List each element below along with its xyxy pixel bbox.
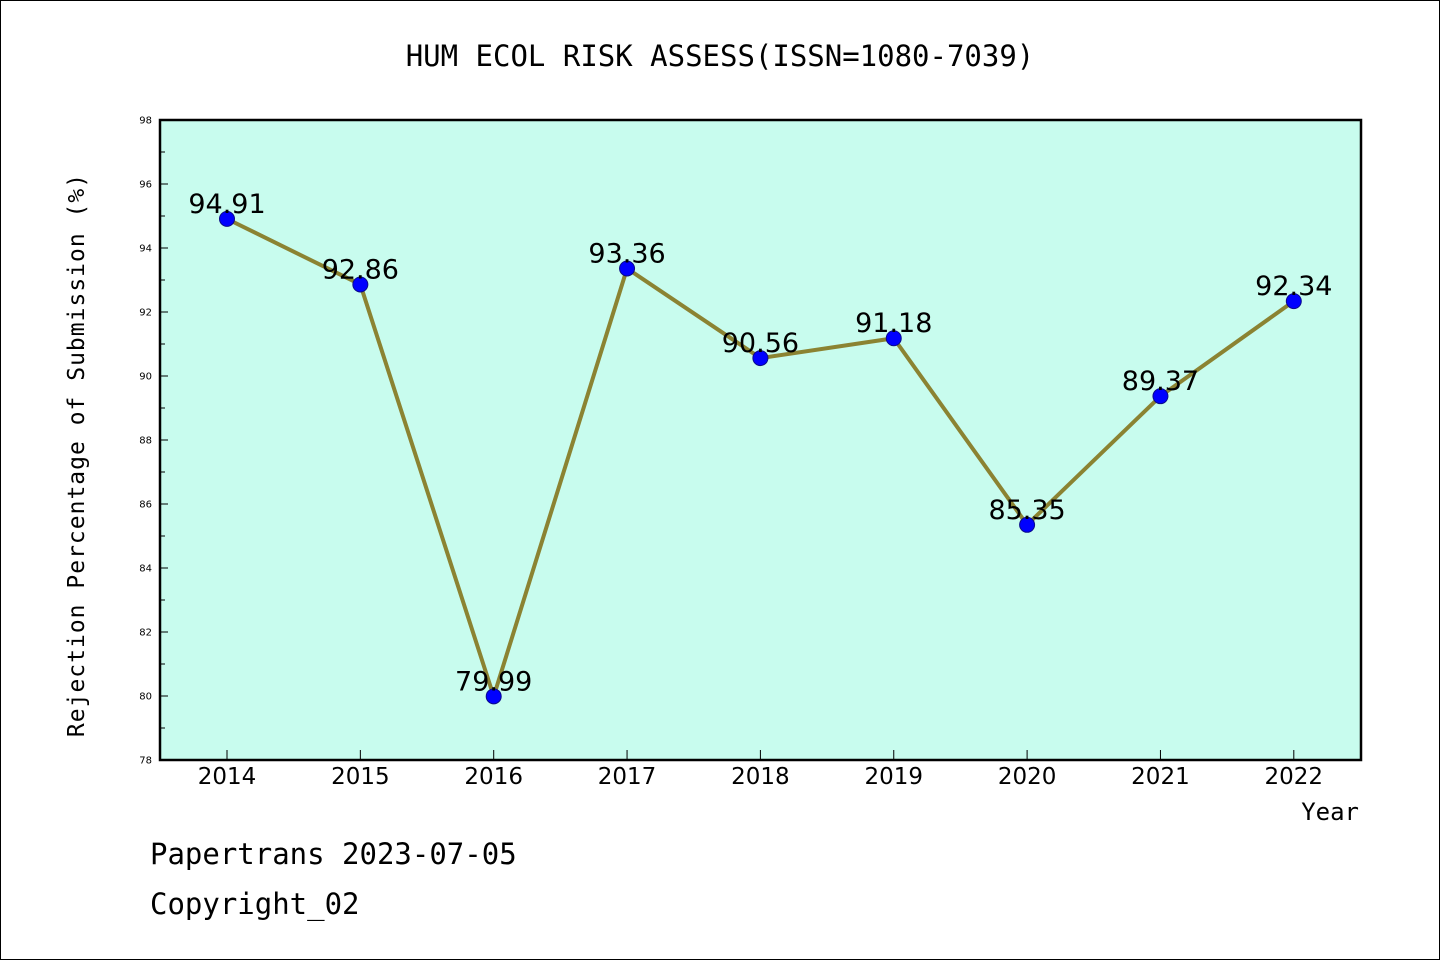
y-tick-label: 90 bbox=[139, 372, 152, 383]
watermark-copyright: Copyright_02 bbox=[150, 887, 360, 922]
y-tick-label: 82 bbox=[139, 628, 152, 639]
data-point-marker bbox=[752, 350, 769, 367]
data-point-marker bbox=[1019, 516, 1036, 533]
x-axis: 2014 2015 2016 2017 2018 2019 2020 2021 2022 bbox=[198, 750, 1323, 790]
x-tick-label: 2020 bbox=[998, 764, 1057, 790]
y-axis-label: Rejection Percentage of Submission (%) bbox=[64, 173, 90, 737]
data-label: 92.34 bbox=[1255, 271, 1332, 302]
y-tick-label: 78 bbox=[139, 756, 152, 767]
data-label: 79.99 bbox=[455, 666, 532, 697]
y-tick-label: 88 bbox=[139, 436, 152, 447]
data-point-marker bbox=[485, 688, 502, 705]
x-axis-label: Year bbox=[1301, 798, 1359, 826]
plot-frame bbox=[158, 118, 1363, 762]
y-tick-label: 94 bbox=[139, 244, 152, 255]
data-label: 92.86 bbox=[322, 254, 399, 285]
data-point-marker bbox=[352, 276, 369, 293]
y-tick-label: 96 bbox=[139, 180, 152, 191]
x-tick-label: 2017 bbox=[598, 764, 657, 790]
data-label: 90.56 bbox=[722, 328, 799, 359]
x-tick-label: 2016 bbox=[464, 764, 523, 790]
x-tick-label: 2014 bbox=[198, 764, 257, 790]
data-label: 94.91 bbox=[188, 189, 265, 220]
y-axis: 78 80 82 84 86 88 90 92 94 96 98 bbox=[139, 116, 168, 767]
x-tick-label: 2015 bbox=[331, 764, 390, 790]
y-tick-label: 98 bbox=[139, 116, 152, 127]
data-point-marker bbox=[1152, 388, 1169, 405]
data-label: 85.35 bbox=[988, 495, 1065, 526]
watermark-date: Papertrans 2023-07-05 bbox=[150, 837, 517, 871]
data-point-marker bbox=[1285, 293, 1302, 310]
x-tick-label: 2021 bbox=[1131, 764, 1190, 790]
data-label: 93.36 bbox=[588, 238, 665, 269]
data-point-marker bbox=[885, 330, 902, 347]
y-tick-label: 84 bbox=[139, 564, 152, 575]
x-tick-label: 2018 bbox=[731, 764, 790, 790]
data-label: 91.18 bbox=[855, 308, 932, 339]
data-labels: 94.91 92.86 79.99 93.36 90.56 91.18 85.35 89.37… bbox=[188, 189, 1332, 697]
x-tick-label: 2022 bbox=[1265, 764, 1324, 790]
x-tick-label: 2019 bbox=[864, 764, 923, 790]
data-point-marker bbox=[219, 210, 235, 227]
y-tick-label: 86 bbox=[139, 500, 152, 511]
plot-area bbox=[160, 120, 1361, 760]
series-layer bbox=[219, 210, 1302, 705]
y-tick-label: 92 bbox=[139, 308, 152, 319]
data-point-marker bbox=[619, 260, 636, 277]
chart-title: HUM ECOL RISK ASSESS(ISSN=1080-7039) bbox=[406, 39, 1035, 73]
y-tick-label: 80 bbox=[139, 692, 152, 703]
data-label: 89.37 bbox=[1122, 366, 1199, 397]
